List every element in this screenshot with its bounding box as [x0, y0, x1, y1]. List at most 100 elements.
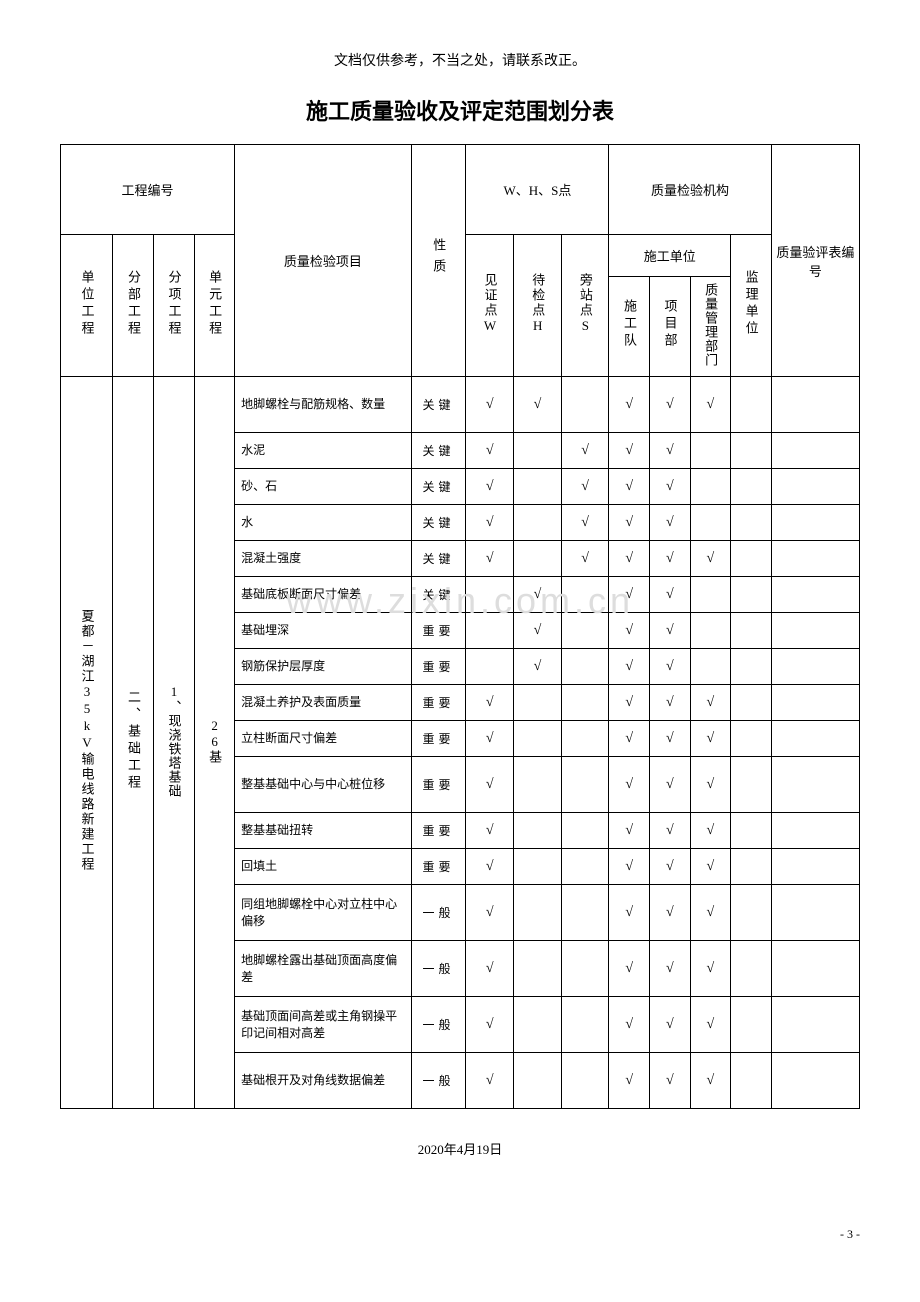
- cell-sup: [731, 813, 772, 849]
- cell-dept: √: [650, 813, 691, 849]
- cell-w: √: [466, 541, 514, 577]
- cell-s: √: [561, 433, 609, 469]
- cell-sup: [731, 377, 772, 433]
- cell-team: √: [609, 813, 650, 849]
- cell-s: [561, 941, 609, 997]
- cell-sup: [731, 849, 772, 885]
- cell-sup: [731, 721, 772, 757]
- cell-nature: 关键: [411, 433, 466, 469]
- cell-form-number: [771, 721, 859, 757]
- cell-form-number: [771, 649, 859, 685]
- cell-h: [514, 469, 562, 505]
- cell-nature: 重要: [411, 721, 466, 757]
- cell-nature: 关键: [411, 505, 466, 541]
- cell-nature: 一般: [411, 997, 466, 1053]
- cell-sup: [731, 885, 772, 941]
- cell-item: 整基基础中心与中心桩位移: [235, 757, 411, 813]
- cell-dept: √: [650, 577, 691, 613]
- cell-h: [514, 433, 562, 469]
- cell-w: √: [466, 469, 514, 505]
- cell-s: [561, 997, 609, 1053]
- cell-h: [514, 1053, 562, 1109]
- cell-dept: √: [650, 1053, 691, 1109]
- cell-s: [561, 377, 609, 433]
- col-item-project: 1、现浇铁塔基础: [154, 377, 195, 1109]
- cell-w: √: [466, 885, 514, 941]
- cell-w: √: [466, 1053, 514, 1109]
- hdr-construction-unit: 施工单位: [609, 235, 731, 277]
- hdr-s: 旁站点S: [561, 235, 609, 377]
- cell-h: [514, 505, 562, 541]
- cell-nature: 关键: [411, 541, 466, 577]
- footer-date: 2020年4月19日: [60, 1139, 860, 1158]
- cell-w: √: [466, 757, 514, 813]
- cell-h: [514, 685, 562, 721]
- cell-dept: √: [650, 469, 691, 505]
- cell-sup: [731, 1053, 772, 1109]
- cell-dept: √: [650, 849, 691, 885]
- cell-nature: 重要: [411, 813, 466, 849]
- cell-nature: 关键: [411, 377, 466, 433]
- cell-w: √: [466, 505, 514, 541]
- cell-sup: [731, 649, 772, 685]
- cell-dept: √: [650, 721, 691, 757]
- hdr-unit-project: 单位工程: [61, 235, 113, 377]
- cell-sup: [731, 613, 772, 649]
- cell-team: √: [609, 885, 650, 941]
- cell-nature: 关键: [411, 577, 466, 613]
- cell-team: √: [609, 505, 650, 541]
- cell-form-number: [771, 469, 859, 505]
- cell-item: 基础埋深: [235, 613, 411, 649]
- cell-w: √: [466, 813, 514, 849]
- cell-team: √: [609, 1053, 650, 1109]
- cell-dept: √: [650, 377, 691, 433]
- cell-item: 混凝土强度: [235, 541, 411, 577]
- hdr-whs: W、H、S点: [466, 145, 609, 235]
- hdr-sub-project: 分部工程: [113, 235, 154, 377]
- cell-nature: 关键: [411, 469, 466, 505]
- cell-qd: √: [690, 941, 731, 997]
- cell-dept: √: [650, 541, 691, 577]
- header-note: 文档仅供参考，不当之处，请联系改正。: [60, 50, 860, 70]
- cell-s: √: [561, 505, 609, 541]
- cell-sup: [731, 433, 772, 469]
- cell-nature: 重要: [411, 757, 466, 813]
- cell-nature: 重要: [411, 649, 466, 685]
- hdr-form-number: 质量验评表编号: [771, 145, 859, 377]
- cell-w: √: [466, 433, 514, 469]
- cell-team: √: [609, 721, 650, 757]
- cell-form-number: [771, 885, 859, 941]
- cell-w: [466, 577, 514, 613]
- cell-item: 砂、石: [235, 469, 411, 505]
- cell-h: [514, 813, 562, 849]
- cell-dept: √: [650, 885, 691, 941]
- cell-qd: √: [690, 377, 731, 433]
- cell-h: [514, 849, 562, 885]
- cell-s: [561, 577, 609, 613]
- cell-item: 水泥: [235, 433, 411, 469]
- main-table: 工程编号 质量检验项目 性质 W、H、S点 质量检验机构 质量验评表编号 单位工…: [60, 144, 860, 1109]
- cell-nature: 重要: [411, 613, 466, 649]
- cell-sup: [731, 997, 772, 1053]
- cell-team: √: [609, 997, 650, 1053]
- cell-w: [466, 613, 514, 649]
- cell-qd: √: [690, 997, 731, 1053]
- cell-w: √: [466, 941, 514, 997]
- cell-team: √: [609, 685, 650, 721]
- cell-w: [466, 649, 514, 685]
- cell-sup: [731, 685, 772, 721]
- cell-qd: √: [690, 813, 731, 849]
- cell-qd: √: [690, 885, 731, 941]
- cell-nature: 一般: [411, 941, 466, 997]
- cell-h: [514, 721, 562, 757]
- cell-h: [514, 541, 562, 577]
- cell-sup: [731, 469, 772, 505]
- cell-form-number: [771, 941, 859, 997]
- cell-team: √: [609, 649, 650, 685]
- cell-s: √: [561, 541, 609, 577]
- cell-sup: [731, 757, 772, 813]
- hdr-agency: 质量检验机构: [609, 145, 771, 235]
- cell-form-number: [771, 505, 859, 541]
- hdr-project-number: 工程编号: [61, 145, 235, 235]
- cell-form-number: [771, 613, 859, 649]
